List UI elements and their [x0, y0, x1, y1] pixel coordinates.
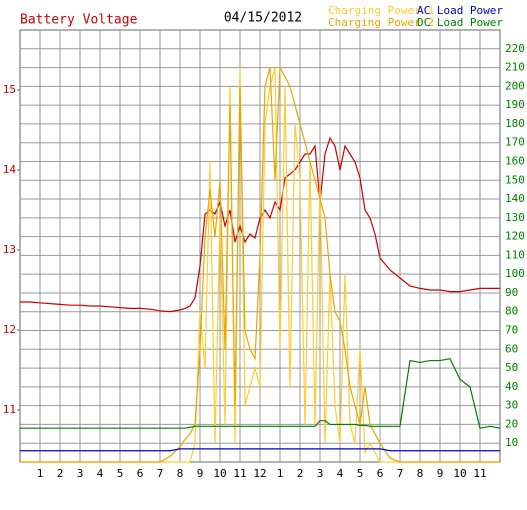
y2-tick-label: 210 — [505, 61, 525, 74]
x-tick-label: 6 — [377, 467, 384, 480]
x-tick-label: 8 — [177, 467, 184, 480]
y2-tick-label: 180 — [505, 117, 525, 130]
y2-tick-label: 120 — [505, 230, 525, 243]
x-tick-label: 4 — [337, 467, 344, 480]
x-tick-label: 12 — [253, 467, 266, 480]
y2-tick-label: 90 — [505, 286, 518, 299]
series-line — [20, 136, 500, 313]
x-tick-label: 9 — [197, 467, 204, 480]
x-tick-label: 10 — [213, 467, 226, 480]
y-tick-label: 14 — [3, 163, 17, 176]
y2-tick-label: 40 — [505, 380, 518, 393]
y2-tick-label: 220 — [505, 42, 525, 55]
x-tick-label: 1 — [37, 467, 44, 480]
x-tick-label: 8 — [417, 467, 424, 480]
x-tick-label: 3 — [77, 467, 84, 480]
series-line — [20, 448, 500, 452]
legend-entry: Charging Power 1 — [328, 4, 434, 17]
legend-entry: Charging Power 2 — [328, 16, 434, 29]
x-tick-label: 11 — [233, 467, 246, 480]
legend-entry: DC Load Power — [417, 16, 503, 29]
y2-tick-label: 110 — [505, 248, 525, 261]
y2-tick-label: 30 — [505, 399, 518, 412]
x-tick-label: 10 — [453, 467, 466, 480]
y2-tick-label: 190 — [505, 98, 525, 111]
x-tick-label: 6 — [137, 467, 144, 480]
y2-tick-label: 10 — [505, 436, 518, 449]
y2-tick-label: 100 — [505, 267, 525, 280]
y-tick-label: 15 — [3, 83, 16, 96]
chart-title: 04/15/2012 — [224, 11, 302, 26]
y-tick-label: 12 — [3, 323, 16, 336]
x-tick-label: 2 — [57, 467, 64, 480]
y2-tick-label: 80 — [505, 305, 518, 318]
y-axis-title: Battery Voltage — [20, 13, 138, 28]
x-tick-label: 7 — [157, 467, 164, 480]
y2-tick-label: 200 — [505, 79, 525, 92]
x-tick-label: 2 — [297, 467, 304, 480]
x-tick-label: 11 — [473, 467, 486, 480]
y-tick-label: 13 — [3, 243, 16, 256]
y2-tick-label: 170 — [505, 136, 525, 149]
x-tick-label: 5 — [357, 467, 364, 480]
y2-tick-label: 20 — [505, 417, 518, 430]
x-tick-label: 5 — [117, 467, 124, 480]
series-line — [20, 65, 500, 463]
x-tick-label: 9 — [437, 467, 444, 480]
y2-tick-label: 50 — [505, 361, 518, 374]
y2-tick-label: 130 — [505, 211, 525, 224]
y-tick-label: 11 — [3, 403, 16, 416]
legend-entry: AC Load Power — [417, 4, 503, 17]
x-tick-label: 3 — [317, 467, 324, 480]
y2-tick-label: 60 — [505, 342, 518, 355]
y2-tick-label: 70 — [505, 324, 518, 337]
y2-tick-label: 150 — [505, 173, 525, 186]
y2-tick-label: 160 — [505, 154, 525, 167]
x-tick-label: 4 — [97, 467, 104, 480]
x-tick-label: 1 — [277, 467, 284, 480]
series-line — [20, 358, 501, 429]
x-tick-label: 7 — [397, 467, 404, 480]
y2-tick-label: 140 — [505, 192, 525, 205]
